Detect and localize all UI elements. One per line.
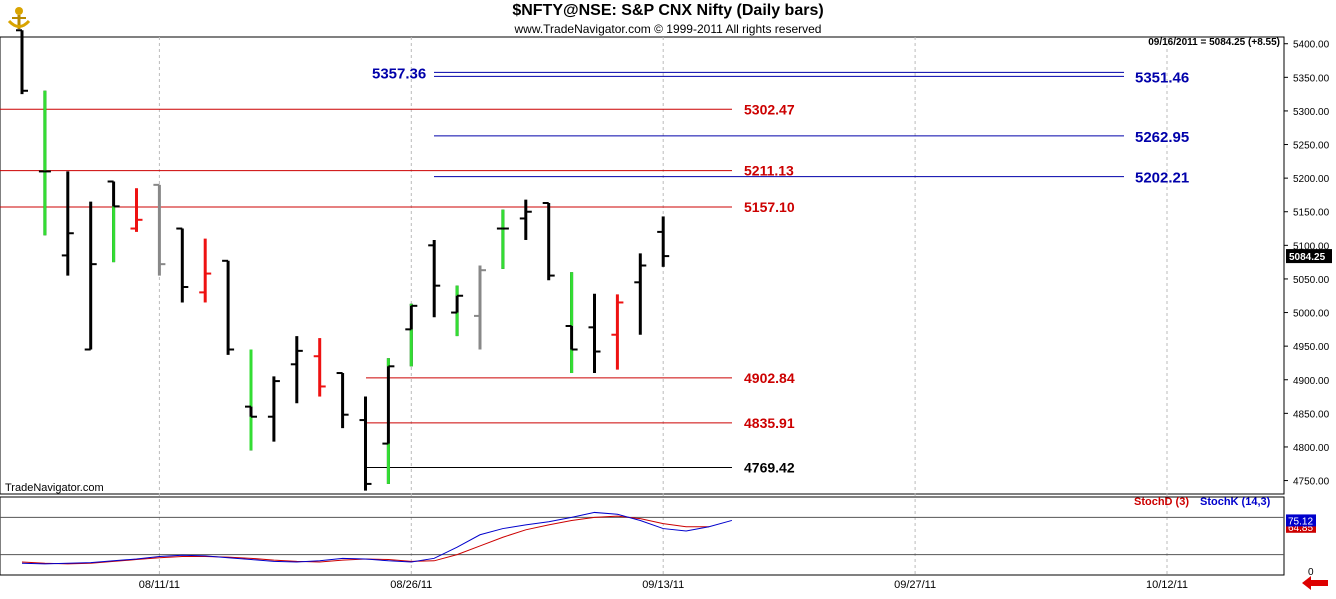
ohlc-bar — [153, 183, 166, 276]
level-label: 4835.91 — [744, 415, 795, 431]
level-label: 5211.13 — [744, 163, 794, 179]
level-label: 4902.84 — [744, 370, 795, 386]
indicator-panel — [0, 496, 1285, 576]
ohlc-bar — [84, 201, 97, 351]
ohlc-bar — [313, 338, 326, 397]
y-tick-label: 4850.00 — [1293, 409, 1330, 420]
last-value-marker — [1286, 249, 1332, 264]
legend-stochk: StochK (14,3) — [1200, 496, 1271, 508]
stoch-zero-label: 0 — [1308, 567, 1314, 578]
ohlc-bar — [107, 180, 120, 263]
y-tick-label: 5400.00 — [1293, 40, 1330, 51]
level-label: 5157.10 — [744, 199, 795, 215]
ohlc-bar — [16, 29, 28, 95]
stoch-last-label: 75.12 — [1288, 516, 1313, 527]
level-label: 5357.36 — [372, 65, 426, 82]
ohlc-bar — [519, 199, 532, 240]
ohlc-bar — [405, 303, 418, 367]
y-tick-label: 5200.00 — [1293, 174, 1330, 185]
y-tick-label: 4750.00 — [1293, 477, 1330, 488]
trade-navigator-logo-icon — [7, 7, 31, 29]
ohlc-bar — [428, 239, 441, 318]
ohlc-bar — [496, 209, 509, 269]
level-label: 5262.95 — [1135, 129, 1189, 146]
y-tick-label: 4950.00 — [1293, 342, 1330, 353]
y-tick-label: 5050.00 — [1293, 275, 1330, 286]
scroll-left-arrow-icon[interactable] — [1300, 575, 1330, 591]
ohlc-bar — [451, 285, 464, 337]
date-tick-label: 08/26/11 — [390, 579, 432, 591]
date-tick-label: 08/11/11 — [139, 579, 180, 591]
level-label: 5302.47 — [744, 101, 795, 117]
ohlc-bar — [38, 90, 51, 236]
y-tick-label: 5350.00 — [1293, 73, 1330, 84]
ohlc-bar — [61, 171, 74, 276]
copyright-text: www.TradeNavigator.com © 1999-2011 All r… — [514, 22, 822, 36]
ohlc-bar — [565, 272, 578, 374]
ohlc-bar — [611, 294, 624, 370]
y-tick-label: 5250.00 — [1293, 141, 1330, 152]
legend-stochd: StochD (3) — [1134, 496, 1189, 508]
ohlc-bar — [222, 259, 235, 355]
level-label: 5351.46 — [1135, 69, 1189, 86]
y-tick-label: 5000.00 — [1293, 309, 1330, 320]
last-value-label: 5084.25 — [1289, 252, 1326, 263]
stoch-last-marker — [1286, 514, 1316, 527]
ohlc-bar — [588, 293, 601, 374]
ohlc-bar — [176, 227, 189, 303]
level-label: 5202.21 — [1135, 170, 1189, 187]
ohlc-bar — [382, 358, 395, 484]
y-tick-label: 4800.00 — [1293, 443, 1330, 454]
y-tick-label: 5300.00 — [1293, 107, 1330, 118]
last-price-info: 09/16/2011 = 5084.25 (+8.55) — [1148, 37, 1280, 48]
ohlc-bar — [359, 396, 372, 491]
level-label: 4769.42 — [744, 460, 795, 476]
ohlc-bar — [634, 253, 647, 335]
y-tick-label: 5100.00 — [1293, 241, 1330, 252]
stoch-line — [21, 511, 733, 565]
chart-title: $NFTY@NSE: S&P CNX Nifty (Daily bars) — [512, 2, 824, 19]
date-tick-label: 09/13/11 — [642, 579, 684, 591]
watermark-label: TradeNavigator.com — [5, 482, 104, 494]
ohlc-bar — [542, 201, 555, 281]
ohlc-bar — [474, 265, 486, 350]
ohlc-bar — [130, 188, 143, 232]
date-tick-label: 09/27/11 — [894, 579, 936, 591]
ohlc-bar — [657, 216, 670, 267]
ohlc-bar — [290, 336, 303, 404]
stoch-last-label: 64.85 — [1288, 523, 1313, 534]
date-tick-label: 10/12/11 — [1146, 579, 1188, 591]
y-tick-label: 5150.00 — [1293, 208, 1330, 219]
ohlc-bar — [199, 238, 212, 303]
ohlc-bar — [267, 376, 280, 442]
ohlc-bar — [336, 372, 349, 429]
ohlc-bar — [245, 349, 257, 451]
y-tick-label: 4900.00 — [1293, 376, 1330, 387]
